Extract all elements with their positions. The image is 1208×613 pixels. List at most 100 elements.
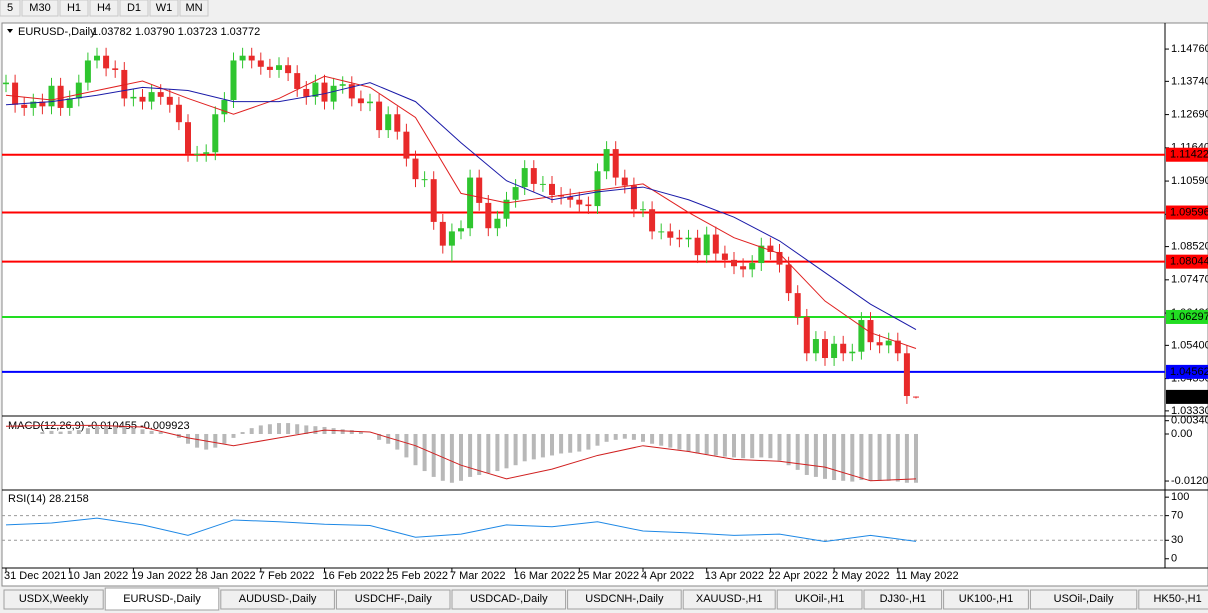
tab[interactable]	[682, 589, 776, 610]
tab-label[interactable]: EURUSD-,Daily	[123, 593, 201, 605]
tab[interactable]	[567, 589, 682, 610]
indicator-line	[5, 424, 917, 482]
timeframe-label[interactable]: W1	[156, 2, 173, 14]
timeframe-button[interactable]	[21, 0, 59, 17]
timeframe-button[interactable]	[119, 0, 149, 17]
timeframe-button[interactable]	[89, 0, 119, 17]
timeframe-button[interactable]	[0, 0, 21, 17]
tab-label[interactable]: USDCNH-,Daily	[585, 593, 664, 605]
macd-bar	[40, 432, 45, 434]
timeframe-label[interactable]: 5	[7, 2, 13, 14]
macd-bar	[85, 428, 90, 434]
macd-bar	[904, 433, 909, 483]
tab-label[interactable]: HK50-,H1	[1153, 593, 1201, 605]
candle-body	[103, 55, 110, 69]
timeframe-button[interactable]	[59, 0, 89, 17]
x-tick-label: 11 May 2022	[896, 570, 959, 582]
tab-label[interactable]: USDCHF-,Daily	[355, 593, 433, 605]
macd-bar	[431, 433, 436, 477]
macd-bar	[504, 433, 509, 469]
macd-bar	[131, 428, 136, 434]
candle-body	[367, 101, 373, 104]
tab-label[interactable]: USOil-,Daily	[1054, 593, 1114, 605]
y-tick-label: 1.13740	[1171, 75, 1208, 87]
tab[interactable]	[1029, 589, 1138, 610]
macd-bar	[750, 433, 755, 459]
candle-body	[194, 153, 201, 155]
macd-bar	[295, 424, 300, 434]
level-label-bg	[1166, 364, 1208, 379]
candle-body	[48, 85, 55, 107]
macd-bar	[404, 433, 409, 458]
candle-body	[721, 253, 728, 260]
candle-body	[521, 168, 528, 188]
timeframe-button[interactable]	[179, 0, 209, 17]
macd-bar	[559, 433, 564, 454]
candle-body	[849, 351, 856, 354]
tab-label[interactable]: XAUUSD-,H1	[696, 593, 763, 605]
candle-body	[567, 196, 574, 200]
candle-body	[621, 177, 628, 186]
tab[interactable]	[451, 589, 567, 610]
candle-body	[66, 98, 73, 108]
macd-bar	[531, 433, 536, 460]
timeframe-button[interactable]	[149, 0, 179, 17]
candle-body	[749, 263, 756, 270]
rsi-line	[5, 517, 917, 543]
level-label-bg	[1166, 309, 1208, 324]
ohlc-readout: 1.03782 1.03790 1.03723 1.03772	[92, 26, 260, 38]
macd-bar	[813, 433, 818, 477]
tab[interactable]	[1138, 589, 1208, 610]
x-tick-label: 10 Jan 2022	[68, 570, 129, 582]
candle-body	[758, 245, 765, 264]
macd-bar	[158, 432, 163, 434]
macd-bar	[668, 433, 673, 448]
macd-bar	[286, 423, 291, 434]
tab[interactable]	[335, 589, 451, 610]
tab[interactable]	[776, 589, 863, 610]
macd-bar	[422, 433, 427, 472]
tab-label[interactable]: UKOil-,H1	[795, 593, 845, 605]
macd-bar	[550, 433, 554, 456]
timeframe-label[interactable]: D1	[127, 2, 141, 14]
macd-bar	[540, 433, 545, 458]
y-tick-label: 0	[1171, 553, 1177, 565]
candle-body	[649, 209, 656, 232]
tab-label[interactable]: DJ30-,H1	[880, 593, 926, 605]
macd-bar	[349, 430, 354, 434]
candle-body	[794, 293, 801, 317]
tab-label[interactable]: USDX,Weekly	[19, 593, 89, 605]
macd-bar	[258, 425, 263, 434]
macd-bar	[704, 433, 709, 455]
candle-body	[876, 342, 883, 346]
candle-body	[448, 231, 455, 246]
timeframe-label[interactable]: H1	[67, 2, 81, 14]
candle-body	[803, 316, 810, 354]
candle-body	[885, 340, 892, 346]
macd-bar	[695, 433, 700, 454]
tab-label[interactable]: USDCAD-,Daily	[470, 593, 548, 605]
tab[interactable]	[104, 587, 220, 611]
candle-body	[230, 60, 237, 101]
tab[interactable]	[943, 589, 1029, 610]
last-price-bg	[1166, 389, 1208, 404]
macd-bar	[732, 433, 736, 458]
tab-label[interactable]: UK100-,H1	[959, 593, 1013, 605]
candle-body	[394, 114, 401, 132]
timeframe-label[interactable]: M30	[29, 2, 50, 14]
tab[interactable]	[863, 589, 943, 610]
tab[interactable]	[3, 589, 104, 610]
tab-label[interactable]: AUDUSD-,Daily	[239, 593, 317, 605]
candle-body	[121, 69, 128, 99]
candle-body	[3, 82, 9, 85]
candle-body	[303, 88, 310, 97]
macd-bar	[104, 425, 109, 434]
timeframe-label[interactable]: H4	[97, 2, 111, 14]
x-tick-label: 7 Mar 2022	[450, 570, 506, 582]
macd-bar	[577, 433, 582, 452]
candle-body	[348, 84, 355, 99]
tab[interactable]	[220, 589, 335, 610]
timeframe-label[interactable]: MN	[185, 2, 202, 14]
macd-bar	[568, 433, 573, 453]
